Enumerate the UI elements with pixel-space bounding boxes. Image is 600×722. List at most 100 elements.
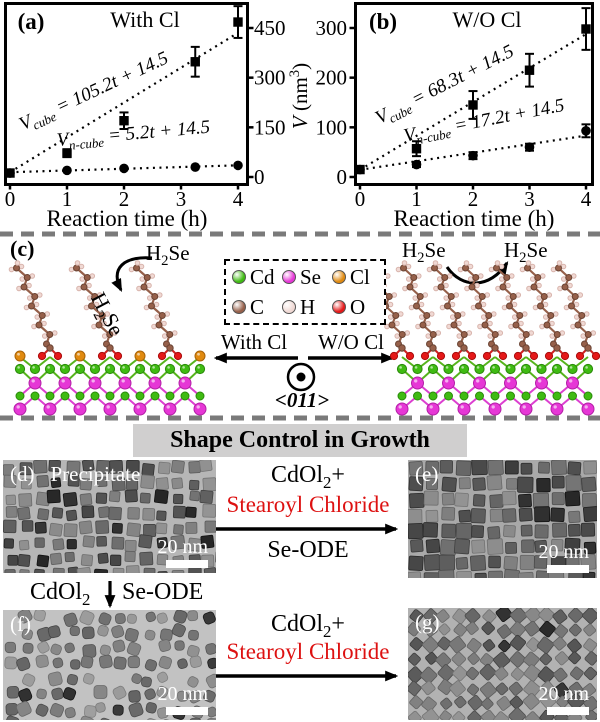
data-point-circle <box>5 168 15 178</box>
data-point-square <box>468 100 478 110</box>
tem-texture <box>408 608 597 720</box>
direction-out-of-plane-icon <box>286 362 316 392</box>
fit-line <box>359 134 587 171</box>
chart-text: (b) <box>369 9 397 34</box>
chart-text: 0 <box>254 165 265 189</box>
se-atom-icon <box>282 270 296 284</box>
chart-text: 150 <box>254 115 286 139</box>
scale-bar: 20 nm <box>157 684 208 715</box>
precipitate-cdol2-label: CdOl2 <box>30 579 91 609</box>
o-atom-icon <box>332 300 346 314</box>
data-point-square <box>119 116 129 126</box>
tem-panel-label: (d) Precipitate <box>10 462 141 486</box>
plot-frame <box>4 2 249 186</box>
tem-texture <box>3 610 216 720</box>
scale-bar: 20 nm <box>538 542 589 573</box>
h-atom-icon <box>282 300 296 314</box>
h2se-label-left: H2Se <box>146 241 190 270</box>
chart-text: 0 <box>5 187 16 211</box>
cl-atom-icon <box>332 270 346 284</box>
data-point-square <box>411 143 422 154</box>
chart-text: (a) <box>18 9 45 34</box>
reaction2-stearoyl-chloride: Stearoyl Chloride <box>226 639 390 664</box>
wo-cl-label: W/O Cl <box>318 330 384 354</box>
legend-item-cd: Cd <box>232 265 282 290</box>
cd-atom-icon <box>232 270 246 284</box>
axis-exp: 3 <box>287 69 303 78</box>
tem-texture <box>3 460 216 573</box>
data-point-square <box>62 148 72 158</box>
h2se-bounce-arrow <box>445 261 509 285</box>
legend-item-c: C <box>232 295 282 320</box>
data-point-circle <box>62 165 72 176</box>
section-banner: Shape Control in Growth <box>133 424 467 457</box>
scale-bar-line <box>547 565 589 573</box>
tem-panel-label: (e) <box>415 462 439 486</box>
data-point-circle <box>581 126 591 136</box>
with-cl-label: With Cl <box>220 330 288 354</box>
legend-item-h: H <box>282 295 332 320</box>
chart-text: 2 <box>119 187 130 211</box>
h2se-label-rotated: H2Se <box>85 288 130 340</box>
scale-bar: 20 nm <box>157 537 208 568</box>
panel-c-label: (c) <box>10 236 35 261</box>
scale-bar: 20 nm <box>538 684 589 715</box>
legend-item-se: Se <box>282 265 332 290</box>
tem-image-d: (d) Precipitate 20 nm <box>3 460 216 573</box>
eq-var: V <box>56 128 70 151</box>
y-axis-label: V (nm3) <box>287 36 313 156</box>
chart-text: 0 <box>355 187 366 211</box>
data-point-circle <box>355 164 365 175</box>
data-point-circle <box>468 150 478 161</box>
precipitate-seode-label: Se-ODE <box>122 579 204 605</box>
chart-text: 2 <box>468 187 479 211</box>
chart-text: 3 <box>176 187 187 211</box>
reaction1-se-ode: Se-ODE <box>267 537 349 563</box>
scale-bar-line <box>166 707 208 715</box>
atom-legend: Cd Se Cl C H O <box>224 259 386 325</box>
c-atom-icon <box>232 300 246 314</box>
chart-text: With Cl <box>110 7 179 32</box>
tem-image-f: (f) 20 nm <box>3 610 216 720</box>
tem-image-g: (g) 20 nm <box>408 608 597 720</box>
tem-texture <box>408 460 597 578</box>
data-point-square <box>581 24 591 34</box>
reaction1-reagent: CdOl2+ <box>271 462 345 492</box>
chart-text: 1 <box>411 187 422 211</box>
h2se-label-right-1: H2Se <box>402 238 446 267</box>
chart-text: 1 <box>62 187 73 211</box>
axis-unit: (nm <box>288 77 312 117</box>
chart-text: W/O Cl <box>452 7 521 32</box>
legend-item-o: O <box>332 295 382 320</box>
chart-text: 200 <box>316 66 348 90</box>
axis-var: V <box>288 116 312 130</box>
reaction2-reagent: CdOl2+ <box>271 611 345 641</box>
chart-text: 4 <box>581 187 592 211</box>
fit-line <box>9 31 239 174</box>
chart-text: 0 <box>337 165 348 189</box>
chart-text: 4 <box>233 187 244 211</box>
legend-item-cl: Cl <box>332 265 382 290</box>
chart-text: Reaction time (h) <box>394 206 555 231</box>
scale-bar-line <box>547 707 589 715</box>
crystal-direction-label: <011> <box>274 388 330 412</box>
axis-unit-close: ) <box>288 62 312 70</box>
chart-text: 100 <box>316 115 348 139</box>
chart-text: 3 <box>524 187 535 211</box>
chart-text: Reaction time (h) <box>47 206 208 231</box>
tem-panel-label: (f) <box>10 612 31 636</box>
tem-panel-label: (g) <box>415 610 440 634</box>
eq-sub: n-cube <box>68 134 105 153</box>
data-point-square <box>190 57 200 67</box>
chart-text: 300 <box>254 66 286 90</box>
data-point-square <box>524 65 535 75</box>
scale-bar-line <box>166 560 208 568</box>
data-point-circle <box>119 163 129 174</box>
data-point-circle <box>233 160 243 171</box>
data-point-circle <box>411 159 422 170</box>
chart-text: 450 <box>254 16 286 40</box>
h2se-label-right-2: H2Se <box>504 238 548 267</box>
data-point-circle <box>524 142 535 152</box>
tem-image-e: (e) 20 nm <box>408 460 597 578</box>
